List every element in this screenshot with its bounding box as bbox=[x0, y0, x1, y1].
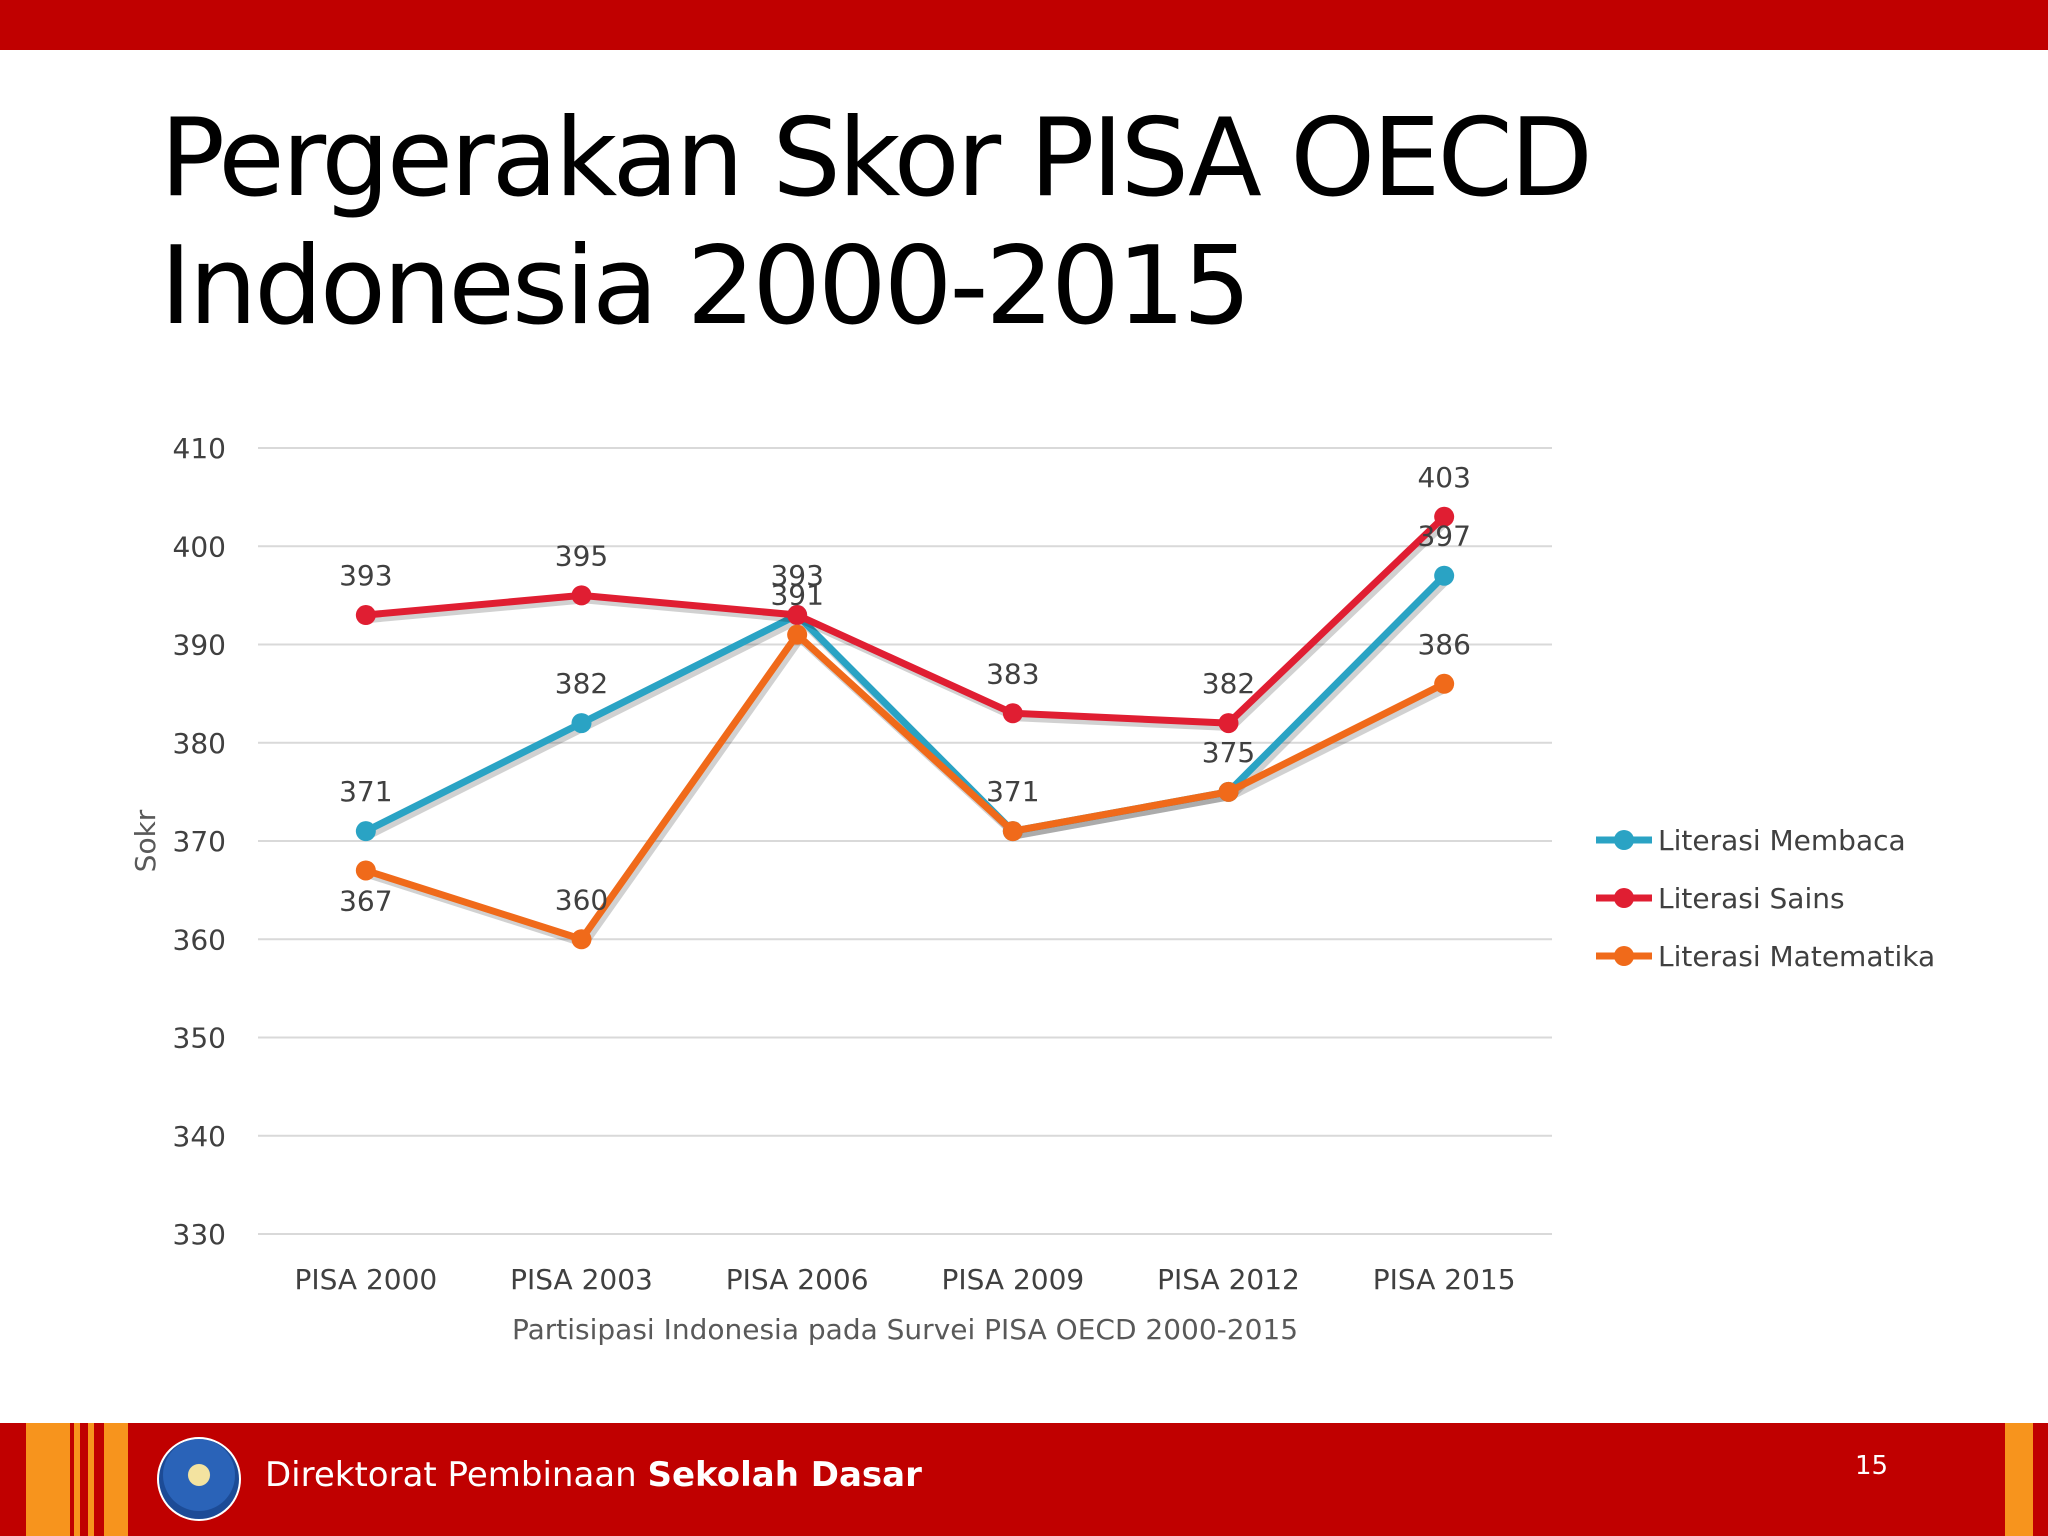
data-label: 386 bbox=[1417, 628, 1470, 661]
x-tick-label: PISA 2012 bbox=[1157, 1263, 1300, 1296]
x-axis-title: Partisipasi Indonesia pada Survei PISA O… bbox=[512, 1313, 1298, 1346]
y-tick-label: 400 bbox=[173, 530, 226, 563]
data-label: 391 bbox=[770, 579, 823, 612]
series-line-literasi-sains bbox=[365, 514, 1447, 727]
footer-stripe bbox=[2005, 1423, 2033, 1536]
data-point-literasi-matematika bbox=[355, 860, 376, 881]
data-point-literasi-membaca bbox=[355, 821, 376, 842]
data-label: 371 bbox=[339, 775, 392, 808]
slide-title-line-2: Indonesia 2000-2015 bbox=[160, 224, 1251, 349]
ministry-logo-icon bbox=[157, 1437, 241, 1521]
legend-marker-literasi-matematika bbox=[1614, 946, 1634, 966]
y-tick-label: 350 bbox=[173, 1022, 226, 1055]
data-label: 382 bbox=[1202, 667, 1255, 700]
line-chart: 330 340 350 360 370 380 390 400 410 PISA 2000 PISA… bbox=[129, 432, 1935, 1346]
x-tick-label: PISA 2006 bbox=[726, 1263, 869, 1296]
x-tick-label: PISA 2000 bbox=[294, 1263, 437, 1296]
y-tick-label: 380 bbox=[173, 727, 226, 760]
footer-stripe bbox=[74, 1423, 80, 1536]
y-tick-label: 370 bbox=[173, 825, 226, 858]
data-label: 382 bbox=[555, 667, 608, 700]
y-tick-label: 330 bbox=[173, 1218, 226, 1251]
slide-title-line-1: Pergerakan Skor PISA OECD bbox=[160, 96, 1593, 221]
legend-label-literasi-matematika: Literasi Matematika bbox=[1658, 940, 1935, 973]
data-label: 403 bbox=[1417, 461, 1470, 494]
footer-organization: Direktorat Pembinaan Sekolah Dasar bbox=[265, 1455, 922, 1495]
header-bar bbox=[0, 0, 2048, 50]
data-point-literasi-sains bbox=[1434, 506, 1455, 527]
y-tick-label: 410 bbox=[173, 432, 226, 465]
legend-marker-literasi-membaca bbox=[1614, 830, 1634, 850]
data-label: 393 bbox=[770, 559, 823, 592]
data-point-literasi-matematika bbox=[571, 929, 592, 950]
data-point-literasi-sains bbox=[1002, 703, 1023, 724]
data-label: 395 bbox=[555, 539, 608, 572]
data-point-literasi-sains bbox=[355, 605, 376, 626]
data-label: 375 bbox=[1202, 736, 1255, 769]
y-tick-label: 390 bbox=[173, 629, 226, 662]
data-point-literasi-sains bbox=[1218, 713, 1239, 734]
legend-marker-literasi-sains bbox=[1614, 888, 1634, 908]
footer-stripe bbox=[88, 1423, 94, 1536]
data-label: 397 bbox=[1417, 520, 1470, 553]
legend-label-literasi-sains: Literasi Sains bbox=[1658, 882, 1845, 915]
y-tick-label: 340 bbox=[173, 1120, 226, 1153]
series-shadow-literasi-membaca bbox=[367, 576, 1450, 840]
data-point-literasi-matematika bbox=[1218, 781, 1239, 802]
data-point-literasi-sains bbox=[787, 605, 808, 626]
data-label: 393 bbox=[339, 559, 392, 592]
footer-stripe bbox=[104, 1423, 128, 1536]
y-tick-label: 360 bbox=[173, 923, 226, 956]
page-number: 15 bbox=[1855, 1451, 1889, 1481]
x-tick-label: PISA 2003 bbox=[510, 1263, 653, 1296]
data-label: 367 bbox=[339, 884, 392, 917]
y-axis-title: Sokr bbox=[129, 809, 162, 872]
slide-title: Pergerakan Skor PISA OECD Indonesia 2000… bbox=[160, 95, 1860, 351]
x-tick-label: PISA 2009 bbox=[941, 1263, 1084, 1296]
data-label: 383 bbox=[986, 657, 1039, 690]
footer-bar: Direktorat Pembinaan Sekolah Dasar 15 bbox=[0, 1423, 2048, 1536]
footer-bold: Sekolah Dasar bbox=[647, 1455, 922, 1495]
series-line-literasi-membaca bbox=[364, 573, 1447, 835]
data-point-literasi-sains bbox=[571, 585, 592, 606]
legend-label-literasi-membaca: Literasi Membaca bbox=[1658, 824, 1906, 857]
series-shadow-literasi-sains bbox=[368, 517, 1450, 732]
data-label: 371 bbox=[986, 775, 1039, 808]
data-point-literasi-membaca bbox=[1434, 565, 1455, 586]
series-shadow-literasi-matematika bbox=[367, 632, 1449, 948]
data-point-literasi-membaca bbox=[571, 713, 592, 734]
footer-prefix: Direktorat Pembinaan bbox=[265, 1455, 637, 1495]
x-tick-label: PISA 2015 bbox=[1373, 1263, 1516, 1296]
footer-stripe bbox=[26, 1423, 70, 1536]
data-label: 360 bbox=[555, 883, 608, 916]
data-point-literasi-matematika bbox=[787, 624, 808, 645]
series-line-literasi-matematika bbox=[364, 631, 1446, 943]
data-point-literasi-matematika bbox=[1002, 821, 1023, 842]
data-point-literasi-matematika bbox=[1434, 673, 1455, 694]
